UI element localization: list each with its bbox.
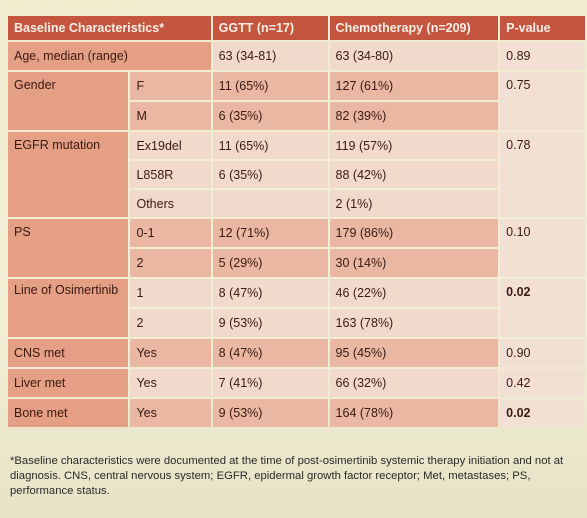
baseline-characteristics-table: Baseline Characteristics* GGTT (n=17) Ch…	[6, 14, 587, 429]
cell-ggtt	[212, 190, 328, 217]
row-label-liver: Liver met	[8, 369, 129, 397]
cell-sub: Yes	[130, 399, 211, 427]
table-row: Age, median (range) 63 (34-81) 63 (34-80…	[8, 42, 585, 70]
cell-sub: M	[130, 102, 211, 130]
cell-ggtt: 9 (53%)	[212, 309, 328, 337]
row-label-ps: PS	[8, 219, 129, 277]
watermark: www.yuaigongwu.com	[8, 0, 135, 11]
table-row: Bone met Yes 9 (53%) 164 (78%) 0.02	[8, 399, 585, 427]
row-label-cns: CNS met	[8, 339, 129, 367]
table-row: CNS met Yes 8 (47%) 95 (45%) 0.90	[8, 339, 585, 367]
cell-ggtt: 11 (65%)	[212, 72, 328, 100]
cell-chemo: 30 (14%)	[329, 249, 499, 277]
cell-pvalue: 0.42	[500, 369, 585, 397]
cell-ggtt: 6 (35%)	[212, 161, 328, 188]
cell-sub: Yes	[130, 339, 211, 367]
cell-chemo: 119 (57%)	[329, 132, 499, 159]
cell-ggtt: 8 (47%)	[212, 339, 328, 367]
cell-ggtt: 11 (65%)	[212, 132, 328, 159]
cell-chemo: 127 (61%)	[329, 72, 499, 100]
header-baseline: Baseline Characteristics*	[8, 16, 211, 40]
row-label-age: Age, median (range)	[8, 42, 211, 70]
cell-chemo: 88 (42%)	[329, 161, 499, 188]
cell-chemo: 63 (34-80)	[329, 42, 499, 70]
cell-ggtt: 5 (29%)	[212, 249, 328, 277]
cell-chemo: 95 (45%)	[329, 339, 499, 367]
row-label-line: Line of Osimertinib	[8, 279, 129, 337]
cell-chemo: 46 (22%)	[329, 279, 499, 307]
table-row: L858R 6 (35%) 88 (42%)	[8, 161, 585, 188]
footnote: *Baseline characteristics were documente…	[10, 455, 564, 497]
table-header-row: Baseline Characteristics* GGTT (n=17) Ch…	[8, 16, 585, 40]
row-label-gender: Gender	[8, 72, 129, 130]
cell-sub: Ex19del	[130, 132, 211, 159]
cell-ggtt: 9 (53%)	[212, 399, 328, 427]
table-row: Liver met Yes 7 (41%) 66 (32%) 0.42	[8, 369, 585, 397]
cell-sub: L858R	[130, 161, 211, 188]
cell-pvalue: 0.75	[500, 72, 585, 130]
cell-chemo: 82 (39%)	[329, 102, 499, 130]
cell-chemo: 2 (1%)	[329, 190, 499, 217]
table-row: M 6 (35%) 82 (39%)	[8, 102, 585, 130]
table-row: PS 0-1 12 (71%) 179 (86%) 0.10	[8, 219, 585, 277]
row-label-bone: Bone met	[8, 399, 129, 427]
cell-ggtt: 6 (35%)	[212, 102, 328, 130]
cell-sub: 0-1	[130, 219, 211, 247]
table-row: Line of Osimertinib 1 8 (47%) 46 (22%) 0…	[8, 279, 585, 337]
table-row: Others 2 (1%)	[8, 190, 585, 217]
cell-chemo: 179 (86%)	[329, 219, 499, 247]
header-chemo: Chemotherapy (n=209)	[329, 16, 499, 40]
header-pvalue: P-value	[500, 16, 585, 40]
cell-chemo: 66 (32%)	[329, 369, 499, 397]
cell-chemo: 163 (78%)	[329, 309, 499, 337]
header-ggtt: GGTT (n=17)	[212, 16, 328, 40]
cell-sub: F	[130, 72, 211, 100]
cell-ggtt: 63 (34-81)	[212, 42, 328, 70]
table-row: EGFR mutation Ex19del 11 (65%) 119 (57%)…	[8, 132, 585, 217]
table-row: 2 9 (53%) 163 (78%)	[8, 309, 585, 337]
table-row: Gender F 11 (65%) 127 (61%) 0.75	[8, 72, 585, 130]
cell-ggtt: 12 (71%)	[212, 219, 328, 247]
cell-sub: 1	[130, 279, 211, 307]
cell-pvalue: 0.90	[500, 339, 585, 367]
cell-pvalue: 0.78	[500, 132, 585, 217]
cell-pvalue: 0.89	[500, 42, 585, 70]
cell-ggtt: 8 (47%)	[212, 279, 328, 307]
row-label-egfr: EGFR mutation	[8, 132, 129, 217]
table-row: 2 5 (29%) 30 (14%)	[8, 249, 585, 277]
cell-sub: 2	[130, 249, 211, 277]
cell-chemo: 164 (78%)	[329, 399, 499, 427]
cell-sub: Others	[130, 190, 211, 217]
cell-pvalue: 0.02	[500, 279, 585, 337]
cell-sub: 2	[130, 309, 211, 337]
cell-pvalue: 0.02	[500, 399, 585, 427]
cell-sub: Yes	[130, 369, 211, 397]
cell-pvalue: 0.10	[500, 219, 585, 277]
cell-ggtt: 7 (41%)	[212, 369, 328, 397]
